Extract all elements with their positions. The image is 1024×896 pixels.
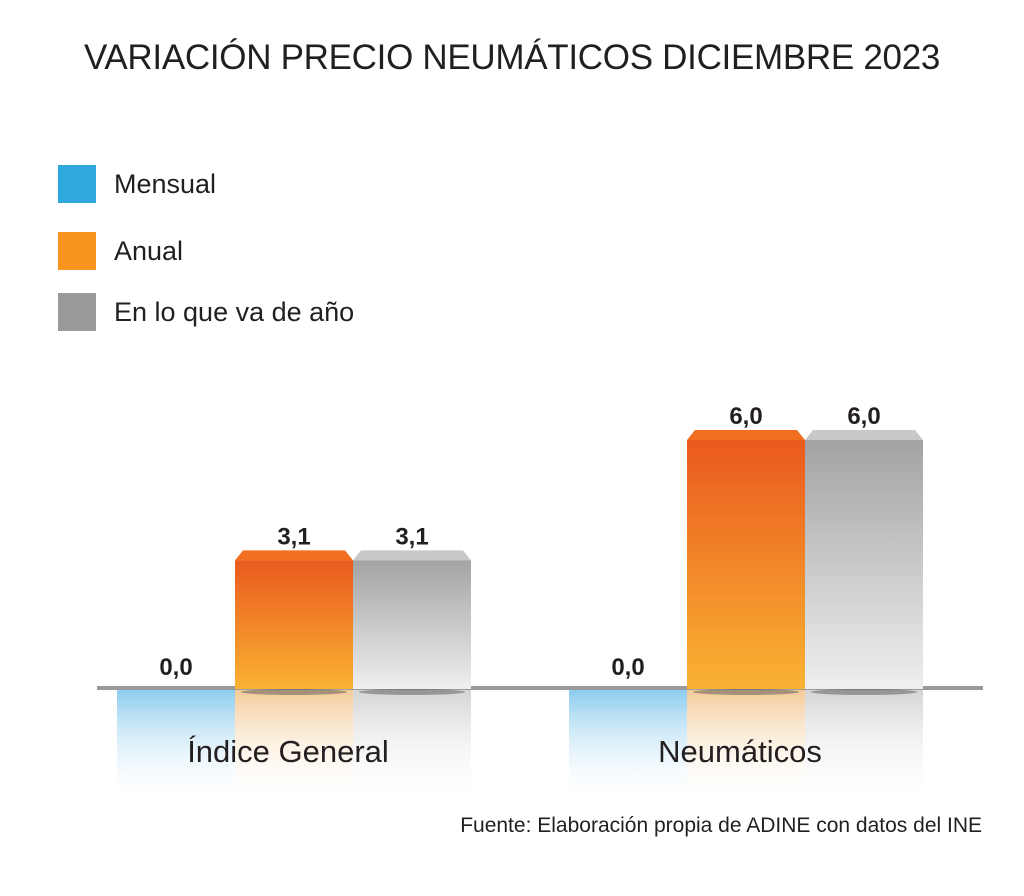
data-label: 3,1 bbox=[395, 523, 428, 550]
bar-reflection bbox=[235, 689, 353, 804]
source-note: Fuente: Elaboración propia de ADINE con … bbox=[460, 814, 982, 837]
category-label: Índice General bbox=[187, 734, 389, 769]
bar-reflection bbox=[687, 689, 805, 804]
legend-swatch bbox=[58, 293, 96, 331]
bar-shadow bbox=[811, 689, 917, 695]
data-label: 3,1 bbox=[277, 523, 310, 550]
bar-anual bbox=[235, 560, 353, 689]
data-label: 0,0 bbox=[611, 654, 644, 681]
bar-shadow bbox=[693, 689, 799, 695]
data-label: 0,0 bbox=[159, 654, 192, 681]
bar-bevel bbox=[235, 550, 353, 561]
bar-anual bbox=[687, 440, 805, 689]
bar-bevel bbox=[805, 430, 923, 440]
legend-label: Anual bbox=[114, 235, 184, 266]
baseline-axis bbox=[97, 686, 983, 690]
legend-item-mensual: Mensual bbox=[58, 165, 216, 203]
data-label: 6,0 bbox=[729, 403, 762, 430]
bar-reflection bbox=[353, 689, 471, 804]
bar-reflection bbox=[117, 689, 235, 804]
bar-en-lo-que-va-de-año bbox=[353, 560, 471, 689]
legend-item-ytd: En lo que va de año bbox=[58, 293, 354, 331]
bar-bevel bbox=[353, 550, 471, 561]
data-label: 6,0 bbox=[847, 403, 880, 430]
legend-item-anual: Anual bbox=[58, 232, 183, 270]
bar-bevel bbox=[687, 430, 805, 440]
legend-swatch bbox=[58, 232, 96, 270]
bar-reflection bbox=[805, 689, 923, 804]
chart-title: VARIACIÓN PRECIO NEUMÁTICOS DICIEMBRE 20… bbox=[83, 38, 941, 77]
legend-swatch bbox=[58, 165, 96, 203]
bar-reflection bbox=[569, 689, 687, 804]
bar-en-lo-que-va-de-año bbox=[805, 440, 923, 689]
bar-shadow bbox=[241, 689, 347, 695]
category-label: Neumáticos bbox=[658, 734, 822, 769]
legend-label: En lo que va de año bbox=[114, 296, 355, 327]
legend-label: Mensual bbox=[114, 168, 217, 199]
bar-shadow bbox=[359, 689, 465, 695]
